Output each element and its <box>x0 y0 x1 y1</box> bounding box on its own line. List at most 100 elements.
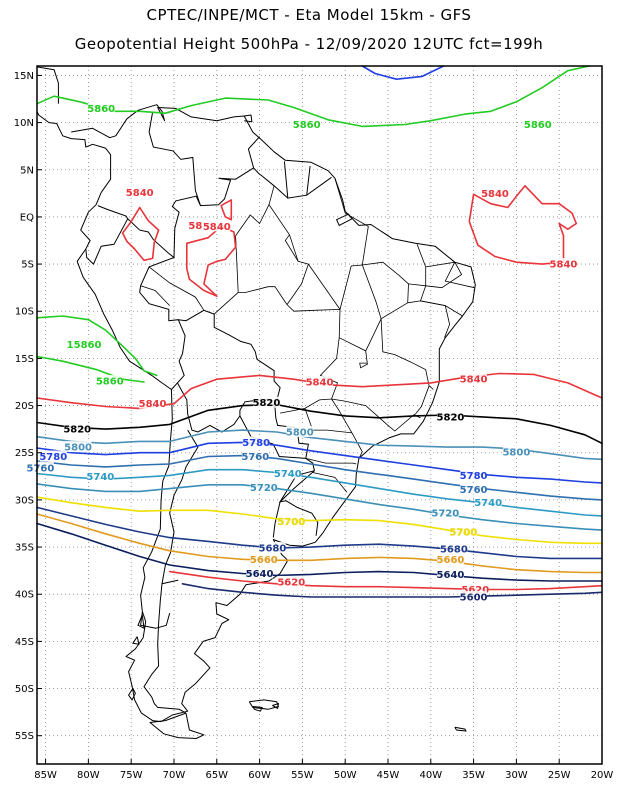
contour-5720 <box>36 483 603 531</box>
state-border <box>308 178 369 311</box>
contour-label-bg <box>502 445 530 457</box>
country-border <box>171 167 332 258</box>
contour-label-5680: 5680 <box>440 544 468 555</box>
contour-label-5780: 5780 <box>242 438 270 449</box>
contour-label-bg <box>461 583 489 595</box>
country-border <box>143 429 199 714</box>
contour-5860 <box>36 65 591 128</box>
state-border <box>312 472 348 493</box>
contour-label-bg <box>481 187 509 199</box>
country-border <box>161 579 179 585</box>
contour-label-bg <box>126 186 154 198</box>
contour-label-bg <box>39 450 67 462</box>
state-border <box>284 234 309 305</box>
contour-5600 <box>181 582 603 598</box>
contour-5840 <box>468 185 578 265</box>
lon-tick-label: 85W <box>34 770 57 781</box>
state-border <box>444 262 475 289</box>
contour-label-bg <box>250 481 278 493</box>
contour-label-5760: 5760 <box>27 463 55 474</box>
contour-label-5640: 5640 <box>437 570 465 581</box>
contour-5840 <box>121 206 160 262</box>
lat-tick-label: 25S <box>15 448 34 459</box>
contour-label-5780: 5780 <box>460 471 488 482</box>
state-border <box>305 458 357 465</box>
contour-label-5680: 5680 <box>258 543 286 554</box>
contour-label-5660: 5660 <box>250 555 278 566</box>
lat-tick-label: 55S <box>15 731 34 742</box>
contour-label-5840: 5840 <box>481 189 509 200</box>
contour-5620 <box>168 570 603 591</box>
lat-tick-label: 15S <box>15 354 34 365</box>
contour-label-bg <box>188 219 203 231</box>
island <box>127 688 136 701</box>
state-border <box>380 318 434 390</box>
state-border <box>413 385 430 416</box>
lon-tick-label: 75W <box>120 770 143 781</box>
contour-5780 <box>36 441 603 484</box>
contour-label-bg <box>460 591 487 603</box>
contour-label-bg <box>440 542 468 554</box>
chart-title-line1: CPTEC/INPE/MCT - Eta Model 15km - GFS <box>146 6 472 24</box>
country-border <box>283 161 289 199</box>
contour-label-bg <box>64 441 92 453</box>
contour-label-5720: 5720 <box>431 509 459 520</box>
country-border <box>279 457 315 503</box>
contour-label-5620: 5620 <box>461 585 489 596</box>
contour-5840 <box>186 225 237 298</box>
contour-label-bg <box>293 118 321 130</box>
contour-label-5620: 5620 <box>277 577 305 588</box>
contour-5820 <box>36 403 603 445</box>
state-border <box>359 350 368 369</box>
contour-label-5700: 5700 <box>277 517 305 528</box>
contour-label-bg <box>242 436 270 448</box>
state-border <box>148 266 205 311</box>
lon-tick-label: 25W <box>548 770 571 781</box>
contour-label-5720: 5720 <box>250 483 278 494</box>
state-border <box>425 261 463 289</box>
lat-tick-label: 10N <box>14 118 34 129</box>
contour-label-5820: 5820 <box>253 398 281 409</box>
contour-label-5860: 5860 <box>524 120 552 131</box>
contour-label-bg <box>96 375 124 387</box>
contour-label-bg <box>437 568 464 580</box>
contour-5740 <box>36 468 603 517</box>
contour-label-bg <box>550 258 577 270</box>
contour-label-5840: 5840 <box>550 260 578 271</box>
contour-label-bg <box>524 118 552 130</box>
contour-label-bg <box>63 423 91 435</box>
state-border <box>407 300 451 338</box>
lon-tick-label: 65W <box>205 770 228 781</box>
contour-5660 <box>36 513 603 574</box>
axis-ticks: 15N 10N 5N EQ 5S 10S 15S 20S 25S 30S 35S 40S 45S 50S 5… <box>14 71 614 781</box>
country-border <box>306 165 311 196</box>
contour-label-5740: 5740 <box>86 472 114 483</box>
contour-label-5760: 5760 <box>241 452 269 463</box>
contour-label-bg <box>437 553 464 565</box>
lat-tick-label: 5N <box>20 165 34 176</box>
contour-label-bg <box>259 541 286 553</box>
state-border <box>280 304 341 414</box>
contour-label-5800: 5800 <box>502 447 530 458</box>
contour-label-bg <box>139 397 166 409</box>
contour-layer <box>36 65 603 598</box>
lat-tick-label: 30S <box>15 495 34 506</box>
contour-label-5820: 5820 <box>437 412 465 423</box>
lat-tick-label: 20S <box>15 401 34 412</box>
island <box>132 636 140 645</box>
contour-label-5840: 5840 <box>306 377 334 388</box>
contour-label-bg <box>286 425 314 437</box>
contour-label-bg <box>449 525 477 537</box>
country-border <box>127 218 186 390</box>
contour-label-bg <box>246 567 273 579</box>
contour-label-bg <box>253 396 280 408</box>
contour-label-5840: 5840 <box>139 399 167 410</box>
lon-tick-label: 30W <box>505 770 528 781</box>
chart-title-line2: Geopotential Height 500hPa - 12/09/2020 … <box>74 35 544 53</box>
contour-label-5780: 5780 <box>39 452 67 463</box>
contour-label-5860: 5860 <box>87 104 115 115</box>
coastline <box>244 114 253 123</box>
country-border <box>85 205 129 265</box>
lon-tick-label: 60W <box>248 770 271 781</box>
